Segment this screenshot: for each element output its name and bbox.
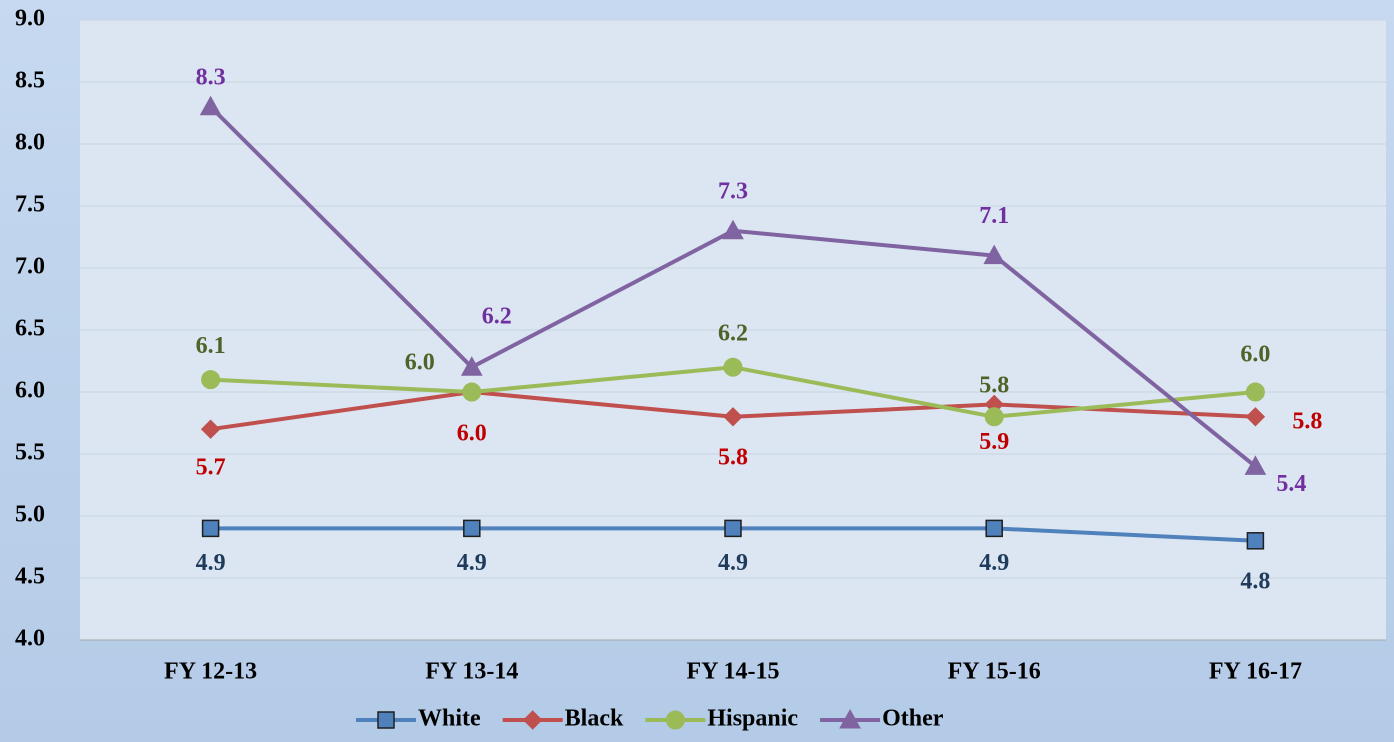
data-point [463,519,481,538]
data-point [1246,532,1265,550]
y-tick-label: 4.5 [15,564,45,590]
data-label: 6.0 [457,421,487,447]
data-point [723,407,743,427]
y-tick-label: 8.5 [15,68,45,94]
legend-marker [377,711,395,729]
legend-marker [522,710,543,730]
data-label: 5.8 [718,444,748,470]
data-point [722,219,744,240]
data-label: 4.9 [979,550,1009,576]
data-label: 5.8 [979,372,1009,398]
data-label: 5.4 [1276,471,1306,497]
y-tick-label: 7.5 [15,192,45,218]
y-tick-label: 5.5 [15,440,45,466]
data-point [1245,407,1266,427]
data-label: 4.9 [196,550,226,576]
legend-label: White [418,706,481,732]
y-tick-label: 6.5 [15,316,45,342]
x-tick-label: FY 16-17 [1209,659,1302,685]
data-point [1245,382,1265,402]
y-tick-label: 6.0 [15,378,45,404]
legend-label: Hispanic [707,706,798,732]
legend-label: Black [565,706,624,732]
data-point [200,419,221,439]
data-label: 6.1 [196,333,226,359]
y-tick-label: 9.0 [15,6,45,32]
data-point [983,244,1006,265]
legend-label: Other [882,706,944,732]
data-point [985,519,1003,538]
data-point [1244,455,1267,475]
data-label: 4.9 [718,550,748,576]
data-label: 6.2 [718,321,748,347]
data-point [984,407,1004,427]
x-tick-label: FY 14-15 [686,659,779,685]
data-label: 5.9 [979,429,1009,455]
legend-marker [839,708,861,729]
data-point [201,519,220,538]
data-label: 6.0 [405,350,435,376]
data-point [723,357,743,377]
data-label: 7.3 [718,178,748,204]
data-point [201,370,221,390]
data-label: 6.2 [482,304,512,330]
data-label: 4.9 [457,550,487,576]
data-label: 8.3 [196,64,226,90]
data-label: 4.8 [1240,568,1270,594]
data-point [462,382,482,402]
data-label: 5.7 [196,455,226,481]
y-tick-label: 4.0 [15,626,45,652]
data-point [724,519,742,538]
y-tick-label: 5.0 [15,502,45,528]
data-label: 7.1 [979,203,1009,229]
y-tick-label: 8.0 [15,130,45,156]
x-tick-label: FY 15-16 [948,659,1041,685]
data-point [199,95,222,116]
x-tick-label: FY 12-13 [164,659,257,685]
data-point [460,356,483,376]
legend-marker [665,710,685,730]
x-tick-label: FY 13-14 [425,659,518,685]
data-label: 6.0 [1240,342,1270,368]
data-label: 5.8 [1292,408,1322,434]
y-tick-label: 7.0 [15,254,45,280]
